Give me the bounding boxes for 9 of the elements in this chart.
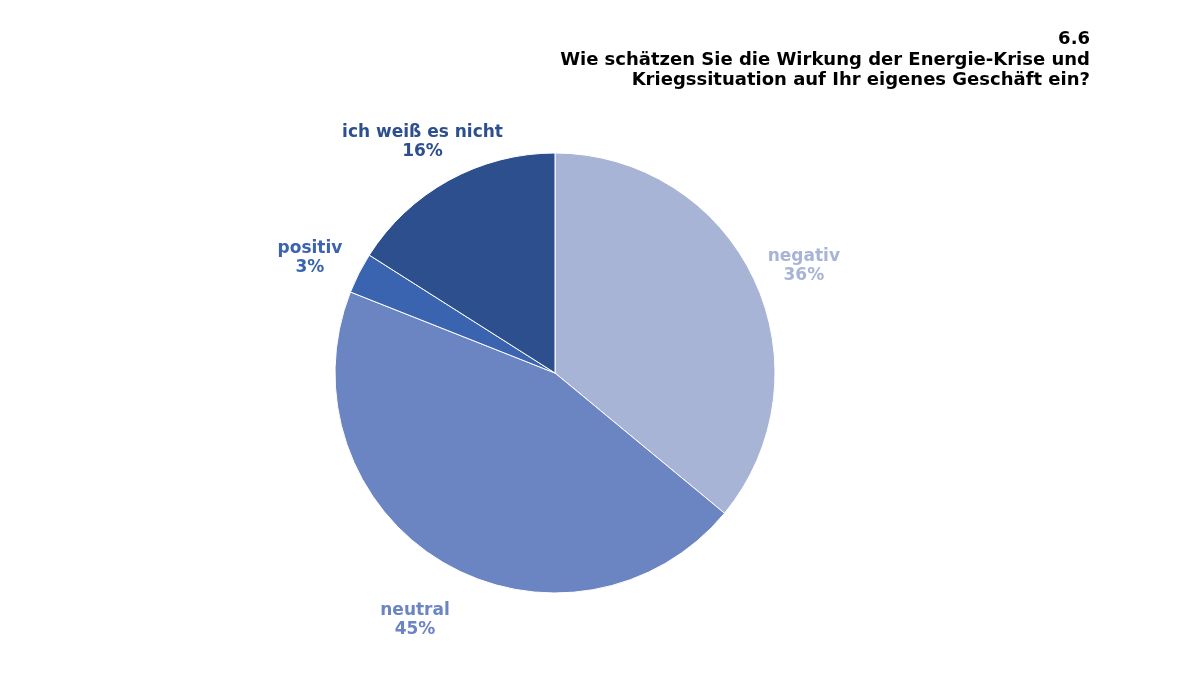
slice-label: positiv	[277, 237, 343, 258]
slice-label: negativ	[767, 244, 840, 265]
slice-label: ich weiß es nicht	[342, 121, 503, 142]
data-label: 3%	[295, 256, 325, 277]
data-label: 16%	[402, 140, 443, 161]
slice-label: neutral	[380, 598, 450, 619]
data-label: 45%	[394, 617, 436, 638]
text: 6.6	[1058, 27, 1090, 48]
chart-subtitle: Wie schätzen Sie die Wirkung der Energie-Krise und Kriegssituation auf Ihr eigenes Geschäft ein?	[560, 48, 1090, 89]
